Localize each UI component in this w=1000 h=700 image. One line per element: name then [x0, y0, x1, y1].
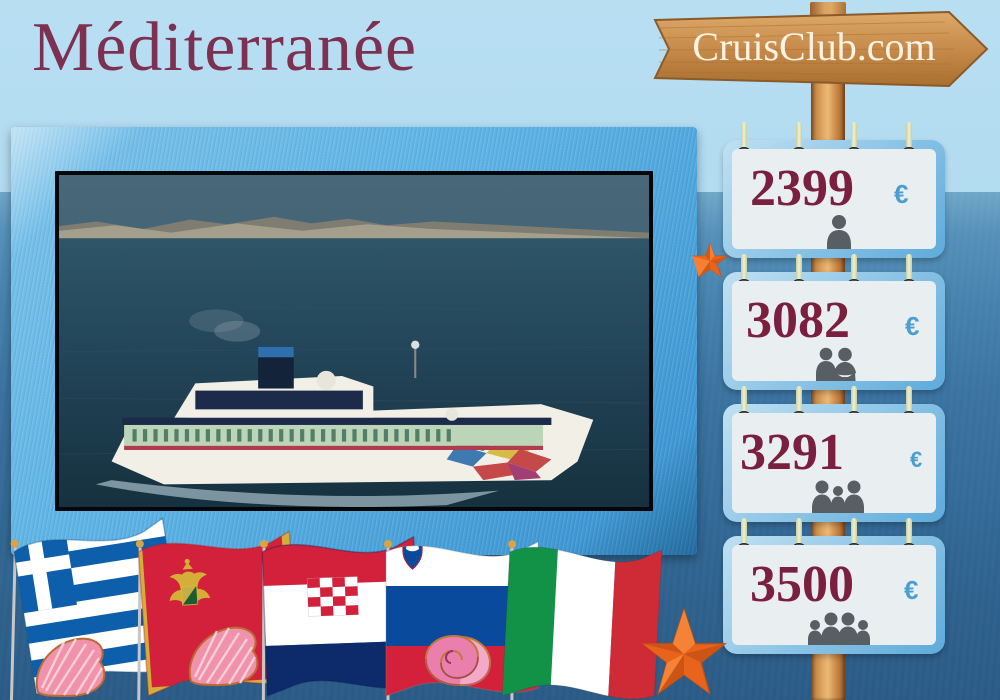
- svg-text:CruisClub.com: CruisClub.com: [692, 24, 935, 69]
